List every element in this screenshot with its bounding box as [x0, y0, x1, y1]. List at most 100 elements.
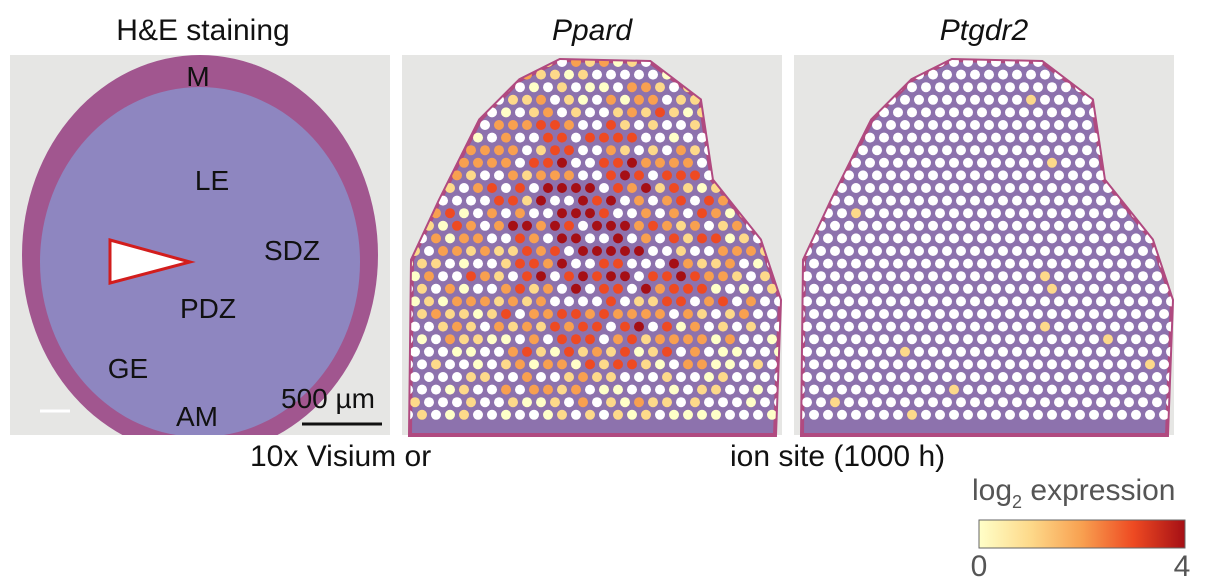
spot	[809, 385, 819, 395]
spot	[634, 95, 644, 105]
spot	[508, 170, 518, 180]
spot	[1145, 359, 1155, 369]
spot	[606, 196, 616, 206]
spot	[487, 259, 497, 269]
spot	[508, 120, 518, 130]
spot	[900, 120, 910, 130]
spot	[1047, 385, 1057, 395]
spot	[921, 133, 931, 143]
spot	[662, 95, 672, 105]
spot	[459, 334, 469, 344]
spot	[473, 208, 483, 218]
spot	[1180, 271, 1190, 281]
spot	[543, 82, 553, 92]
spot	[935, 309, 945, 319]
spot	[802, 372, 812, 382]
spot	[1110, 322, 1120, 332]
spot	[697, 359, 707, 369]
spot	[942, 196, 952, 206]
spot	[606, 221, 616, 231]
spot	[1075, 183, 1085, 193]
spot	[935, 133, 945, 143]
spot	[515, 133, 525, 143]
spot	[1005, 158, 1015, 168]
spot	[522, 95, 532, 105]
spot	[599, 359, 609, 369]
spot	[865, 208, 875, 218]
spot	[634, 322, 644, 332]
spot	[634, 196, 644, 206]
spot	[991, 284, 1001, 294]
spot	[1075, 359, 1085, 369]
spot	[725, 259, 735, 269]
spot	[613, 233, 623, 243]
spot	[1145, 410, 1155, 420]
spot	[725, 208, 735, 218]
spot	[991, 259, 1001, 269]
spot	[1047, 133, 1057, 143]
spot	[816, 372, 826, 382]
spot	[914, 322, 924, 332]
spot	[522, 347, 532, 357]
spot	[438, 322, 448, 332]
spot	[599, 334, 609, 344]
spot	[662, 296, 672, 306]
spot	[914, 95, 924, 105]
spot	[634, 70, 644, 80]
spot	[704, 196, 714, 206]
spot	[578, 95, 588, 105]
spot	[1061, 133, 1071, 143]
spot	[984, 372, 994, 382]
spot	[1061, 359, 1071, 369]
spot	[956, 322, 966, 332]
spot	[1033, 82, 1043, 92]
spot	[977, 385, 987, 395]
spot	[830, 221, 840, 231]
spot	[823, 259, 833, 269]
spot	[550, 196, 560, 206]
spot	[557, 284, 567, 294]
spot	[648, 296, 658, 306]
spot	[487, 410, 497, 420]
spot	[641, 82, 651, 92]
spot	[669, 334, 679, 344]
spot	[599, 183, 609, 193]
spot	[578, 322, 588, 332]
spot	[459, 233, 469, 243]
spot	[424, 372, 434, 382]
spot	[599, 208, 609, 218]
spot	[935, 82, 945, 92]
spot	[1040, 372, 1050, 382]
spot	[1075, 133, 1085, 143]
spot	[1180, 196, 1190, 206]
spot	[522, 397, 532, 407]
spot	[963, 208, 973, 218]
spot	[900, 221, 910, 231]
spot	[536, 246, 546, 256]
spot	[949, 233, 959, 243]
spot	[928, 271, 938, 281]
spot	[942, 70, 952, 80]
spot	[431, 410, 441, 420]
spot	[865, 183, 875, 193]
spot	[473, 284, 483, 294]
spot	[543, 133, 553, 143]
spot	[1026, 397, 1036, 407]
spot	[865, 284, 875, 294]
spot	[452, 221, 462, 231]
spot	[977, 133, 987, 143]
spot	[704, 221, 714, 231]
spot	[438, 347, 448, 357]
spot	[781, 259, 791, 269]
spot	[494, 170, 504, 180]
spot	[1033, 385, 1043, 395]
colorbar-title: log2 expression	[972, 474, 1175, 512]
spot	[844, 221, 854, 231]
spot	[711, 410, 721, 420]
spot	[690, 372, 700, 382]
spot	[928, 196, 938, 206]
spot	[599, 259, 609, 269]
spot	[739, 309, 749, 319]
spot	[1040, 70, 1050, 80]
spot	[543, 359, 553, 369]
